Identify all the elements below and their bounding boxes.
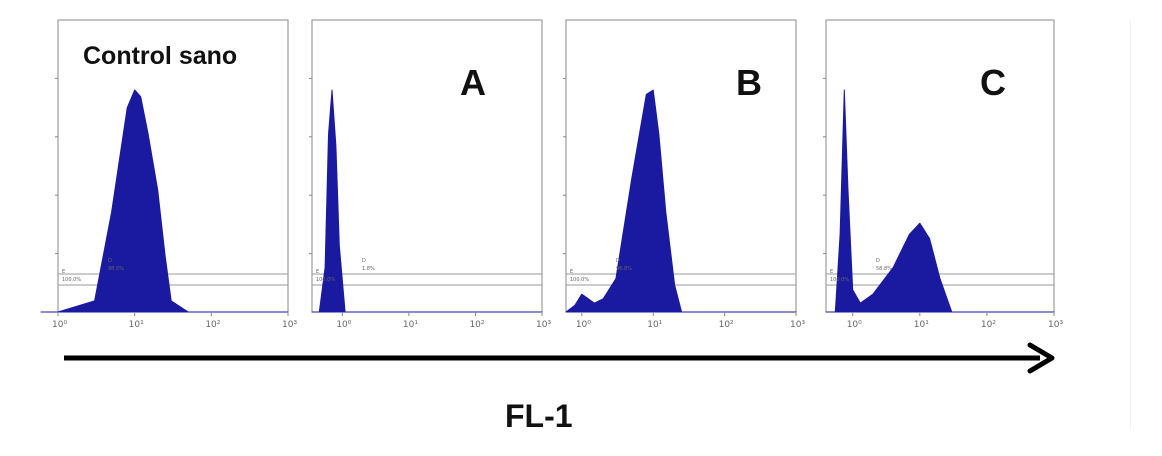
panel-title: C: [980, 62, 1006, 103]
histogram-area: [565, 89, 797, 313]
x-tick-label: 10³: [536, 320, 552, 330]
gate-label: 100.0%: [830, 277, 850, 283]
gate-label: E: [316, 269, 320, 275]
gate-label: D: [362, 258, 366, 264]
panel-title: A: [460, 62, 486, 103]
gate-label: 1.8%: [362, 266, 375, 272]
x-tick-label: 10¹: [128, 320, 144, 330]
x-tick-label: 10⁰: [336, 320, 352, 330]
x-tick-label: 10¹: [402, 320, 418, 330]
x-tick-label: 10¹: [647, 320, 663, 330]
gate-label: D: [616, 258, 620, 264]
gate-label: D: [876, 258, 880, 264]
x-tick-label: 10²: [980, 320, 996, 330]
histogram-area: [40, 89, 289, 313]
x-tick-label: 10³: [282, 320, 298, 330]
edge-divider: [1130, 20, 1131, 430]
x-tick-label: 10⁰: [575, 320, 591, 330]
gate-label: E: [570, 269, 574, 275]
x-tick-label: 10⁰: [846, 320, 862, 330]
panel-title: B: [736, 62, 762, 103]
gate-label: 98.5%: [108, 266, 124, 272]
panel-frame: [825, 19, 1055, 313]
gate-label: E: [830, 269, 834, 275]
gate-label: D: [108, 258, 112, 264]
panel-title: Control sano: [83, 42, 238, 70]
gate-label: 100.0%: [316, 277, 336, 283]
x-tick-label: 10²: [205, 320, 221, 330]
x-tick-label: 10³: [1048, 320, 1064, 330]
gate-label: 58.8%: [876, 266, 892, 272]
gate-label: 100.0%: [62, 277, 82, 283]
x-tick-label: 10¹: [913, 320, 929, 330]
panel-frame: [57, 19, 289, 313]
panel-frame: [565, 19, 797, 313]
axis-arrow-head: [1027, 342, 1055, 374]
panel-frame: [311, 19, 543, 313]
gate-label: 96.8%: [616, 266, 632, 272]
x-tick-label: 10⁰: [52, 320, 68, 330]
x-tick-label: 10²: [718, 320, 734, 330]
gate-label: 100.0%: [570, 277, 590, 283]
x-tick-label: 10³: [790, 320, 806, 330]
histogram-area: [311, 89, 543, 313]
gate-label: E: [62, 269, 66, 275]
histogram-area: [825, 89, 1055, 313]
x-tick-label: 10²: [469, 320, 485, 330]
x-axis-label: FL-1: [505, 398, 573, 434]
